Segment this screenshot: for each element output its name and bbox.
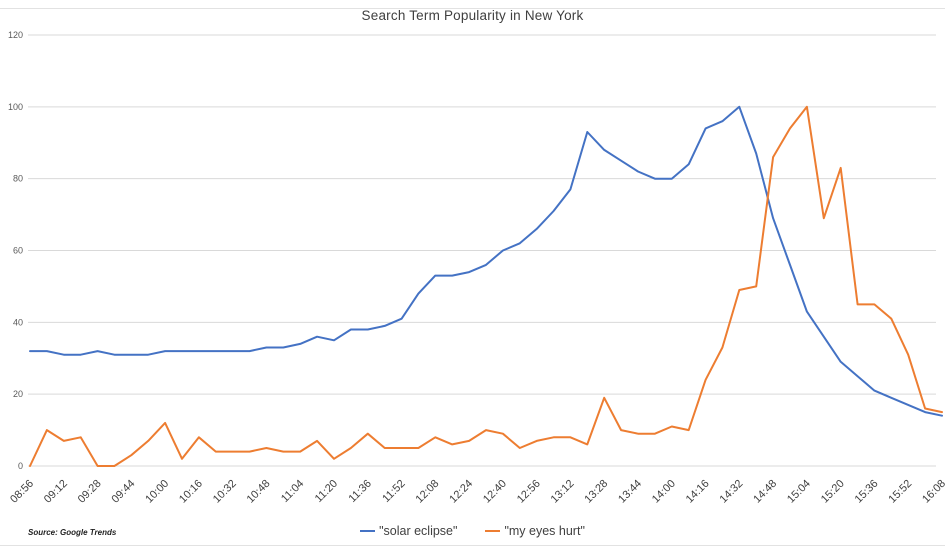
x-tick-label-1504: 15:04 [785,478,813,506]
x-tick-label-1000: 10:00 [143,478,171,506]
x-tick-label-1416: 14:16 [684,478,712,506]
top-border-line [0,8,945,9]
y-tick-label-40: 40 [13,317,23,327]
y-tick-label-80: 80 [13,174,23,184]
chart-title: Search Term Popularity in New York [361,8,584,23]
x-tick-label-0856: 08:56 [8,478,36,506]
x-tick-label-1048: 10:48 [245,478,273,506]
x-tick-label-0944: 09:44 [110,478,138,506]
x-tick-label-1432: 14:32 [718,478,746,506]
x-tick-label-1120: 11:20 [313,478,340,505]
x-tick-label-1552: 15:52 [886,478,914,506]
x-tick-label-1104: 11:04 [279,478,306,505]
x-tick-label-1152: 11:52 [380,478,407,505]
x-tick-label-0912: 09:12 [42,478,70,506]
legend-line-swatch-solar-eclipse [360,530,376,532]
legend-item-solar-eclipse: "solar eclipse" [360,524,457,538]
x-tick-label-1224: 12:24 [447,478,475,506]
y-tick-label-100: 100 [8,102,23,112]
x-tick-label-1016: 10:16 [177,478,205,506]
y-tick-label-120: 120 [8,30,23,40]
x-tick-label-1448: 14:48 [751,478,779,506]
x-tick-label-1032: 10:32 [211,478,239,506]
y-tick-label-60: 60 [13,246,23,256]
x-tick-label-1136: 11:36 [347,478,374,505]
x-tick-label-1608: 16:08 [920,478,945,506]
source-note: Source: Google Trends [28,528,117,537]
x-axis-labels: 08:56 09:12 09:28 09:44 10:00 10:16 10:32 10:48… [8,478,945,506]
chart-legend: "solar eclipse" "my eyes hurt" [0,524,945,538]
x-tick-label-1240: 12:40 [481,478,509,506]
y-tick-label-20: 20 [13,389,23,399]
x-tick-label-1520: 15:20 [819,478,847,506]
x-tick-label-1536: 15:36 [853,478,881,506]
bottom-border-line [0,545,945,546]
x-tick-label-1256: 12:56 [515,478,543,506]
x-tick-label-1208: 12:08 [414,478,442,506]
y-tick-label-0: 0 [18,461,23,471]
x-tick-label-1312: 13:12 [549,478,577,506]
legend-item-my-eyes-hurt: "my eyes hurt" [485,524,585,538]
x-tick-label-1328: 13:28 [582,478,610,506]
y-axis-labels: 0 20 40 60 80 100 120 [8,30,23,471]
x-tick-label-0928: 09:28 [76,478,104,506]
series-line-solar-eclipse [29,105,943,417]
x-tick-label-1400: 14:00 [650,478,678,506]
x-tick-label-1344: 13:44 [616,478,644,506]
legend-line-swatch-my-eyes-hurt [485,530,501,532]
legend-label-my-eyes-hurt: "my eyes hurt" [504,524,585,538]
gridlines [28,34,936,467]
series-line-my-eyes-hurt [29,105,943,467]
legend-label-solar-eclipse: "solar eclipse" [379,524,458,538]
